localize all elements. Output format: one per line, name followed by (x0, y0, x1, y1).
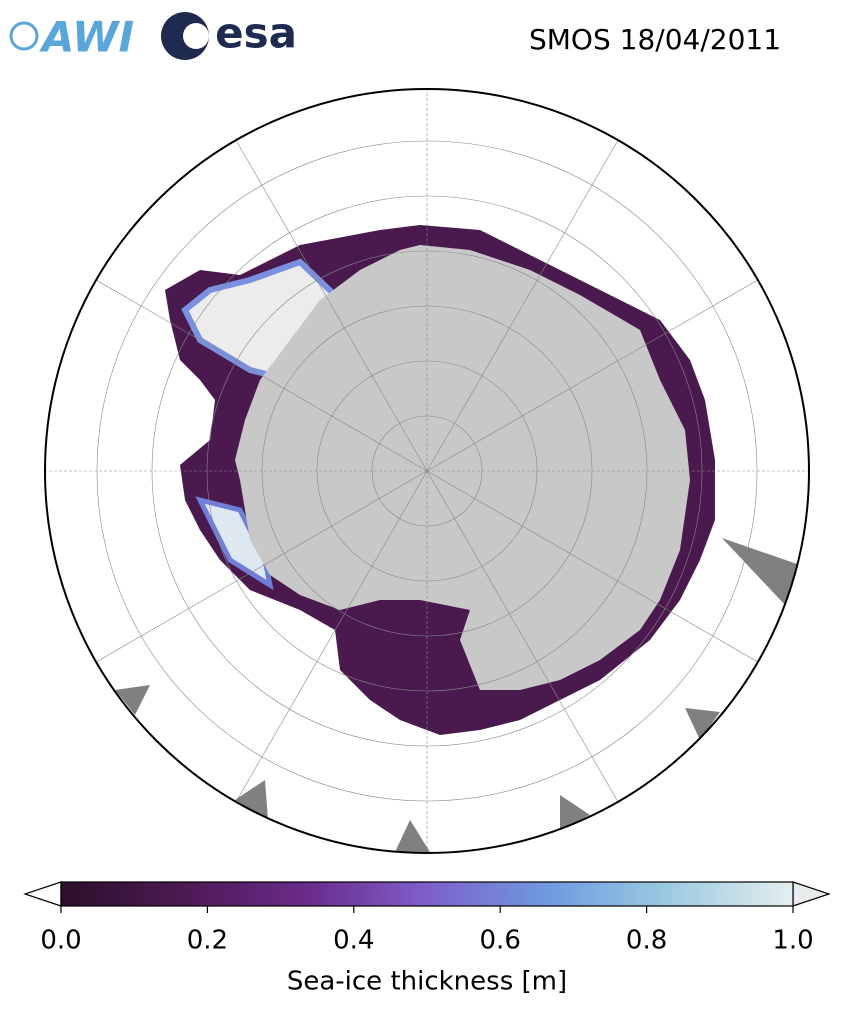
thick-ice (195, 496, 274, 591)
colorbar-over (792, 881, 831, 907)
awi-logo-text: AWI (39, 13, 134, 62)
colorbar-tick-label: 0.0 (40, 926, 81, 956)
colorbar-tick-label: 0.2 (187, 926, 228, 956)
colorbar-tick-label: 0.4 (333, 926, 374, 956)
colorbar-tick-label: 0.8 (626, 926, 667, 956)
title: SMOS 18/04/2011 (529, 23, 781, 56)
colorbar-gradient (60, 881, 794, 907)
colorbar-under (23, 881, 62, 907)
colorbar: 0.0 0.2 0.4 0.6 0.8 1.0 (23, 881, 831, 956)
esa-logo-text: esa (215, 9, 297, 58)
colorbar-tick-label: 0.6 (480, 926, 521, 956)
map-frame (44, 88, 810, 854)
colorbar-tick-label: 1.0 (772, 926, 813, 956)
map (45, 89, 809, 853)
antarctica (235, 245, 690, 690)
logo-esa: esa (161, 9, 297, 60)
graticule (45, 89, 809, 853)
logo-awi: AWI (9, 13, 134, 62)
colorbar-label: Sea-ice thickness [m] (287, 967, 567, 997)
